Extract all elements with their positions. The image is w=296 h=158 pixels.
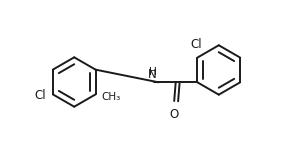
Text: N: N	[148, 67, 157, 81]
Text: Cl: Cl	[35, 89, 46, 102]
Text: H: H	[149, 67, 157, 77]
Text: CH₃: CH₃	[101, 92, 120, 102]
Text: Cl: Cl	[190, 38, 202, 51]
Text: O: O	[170, 108, 179, 121]
